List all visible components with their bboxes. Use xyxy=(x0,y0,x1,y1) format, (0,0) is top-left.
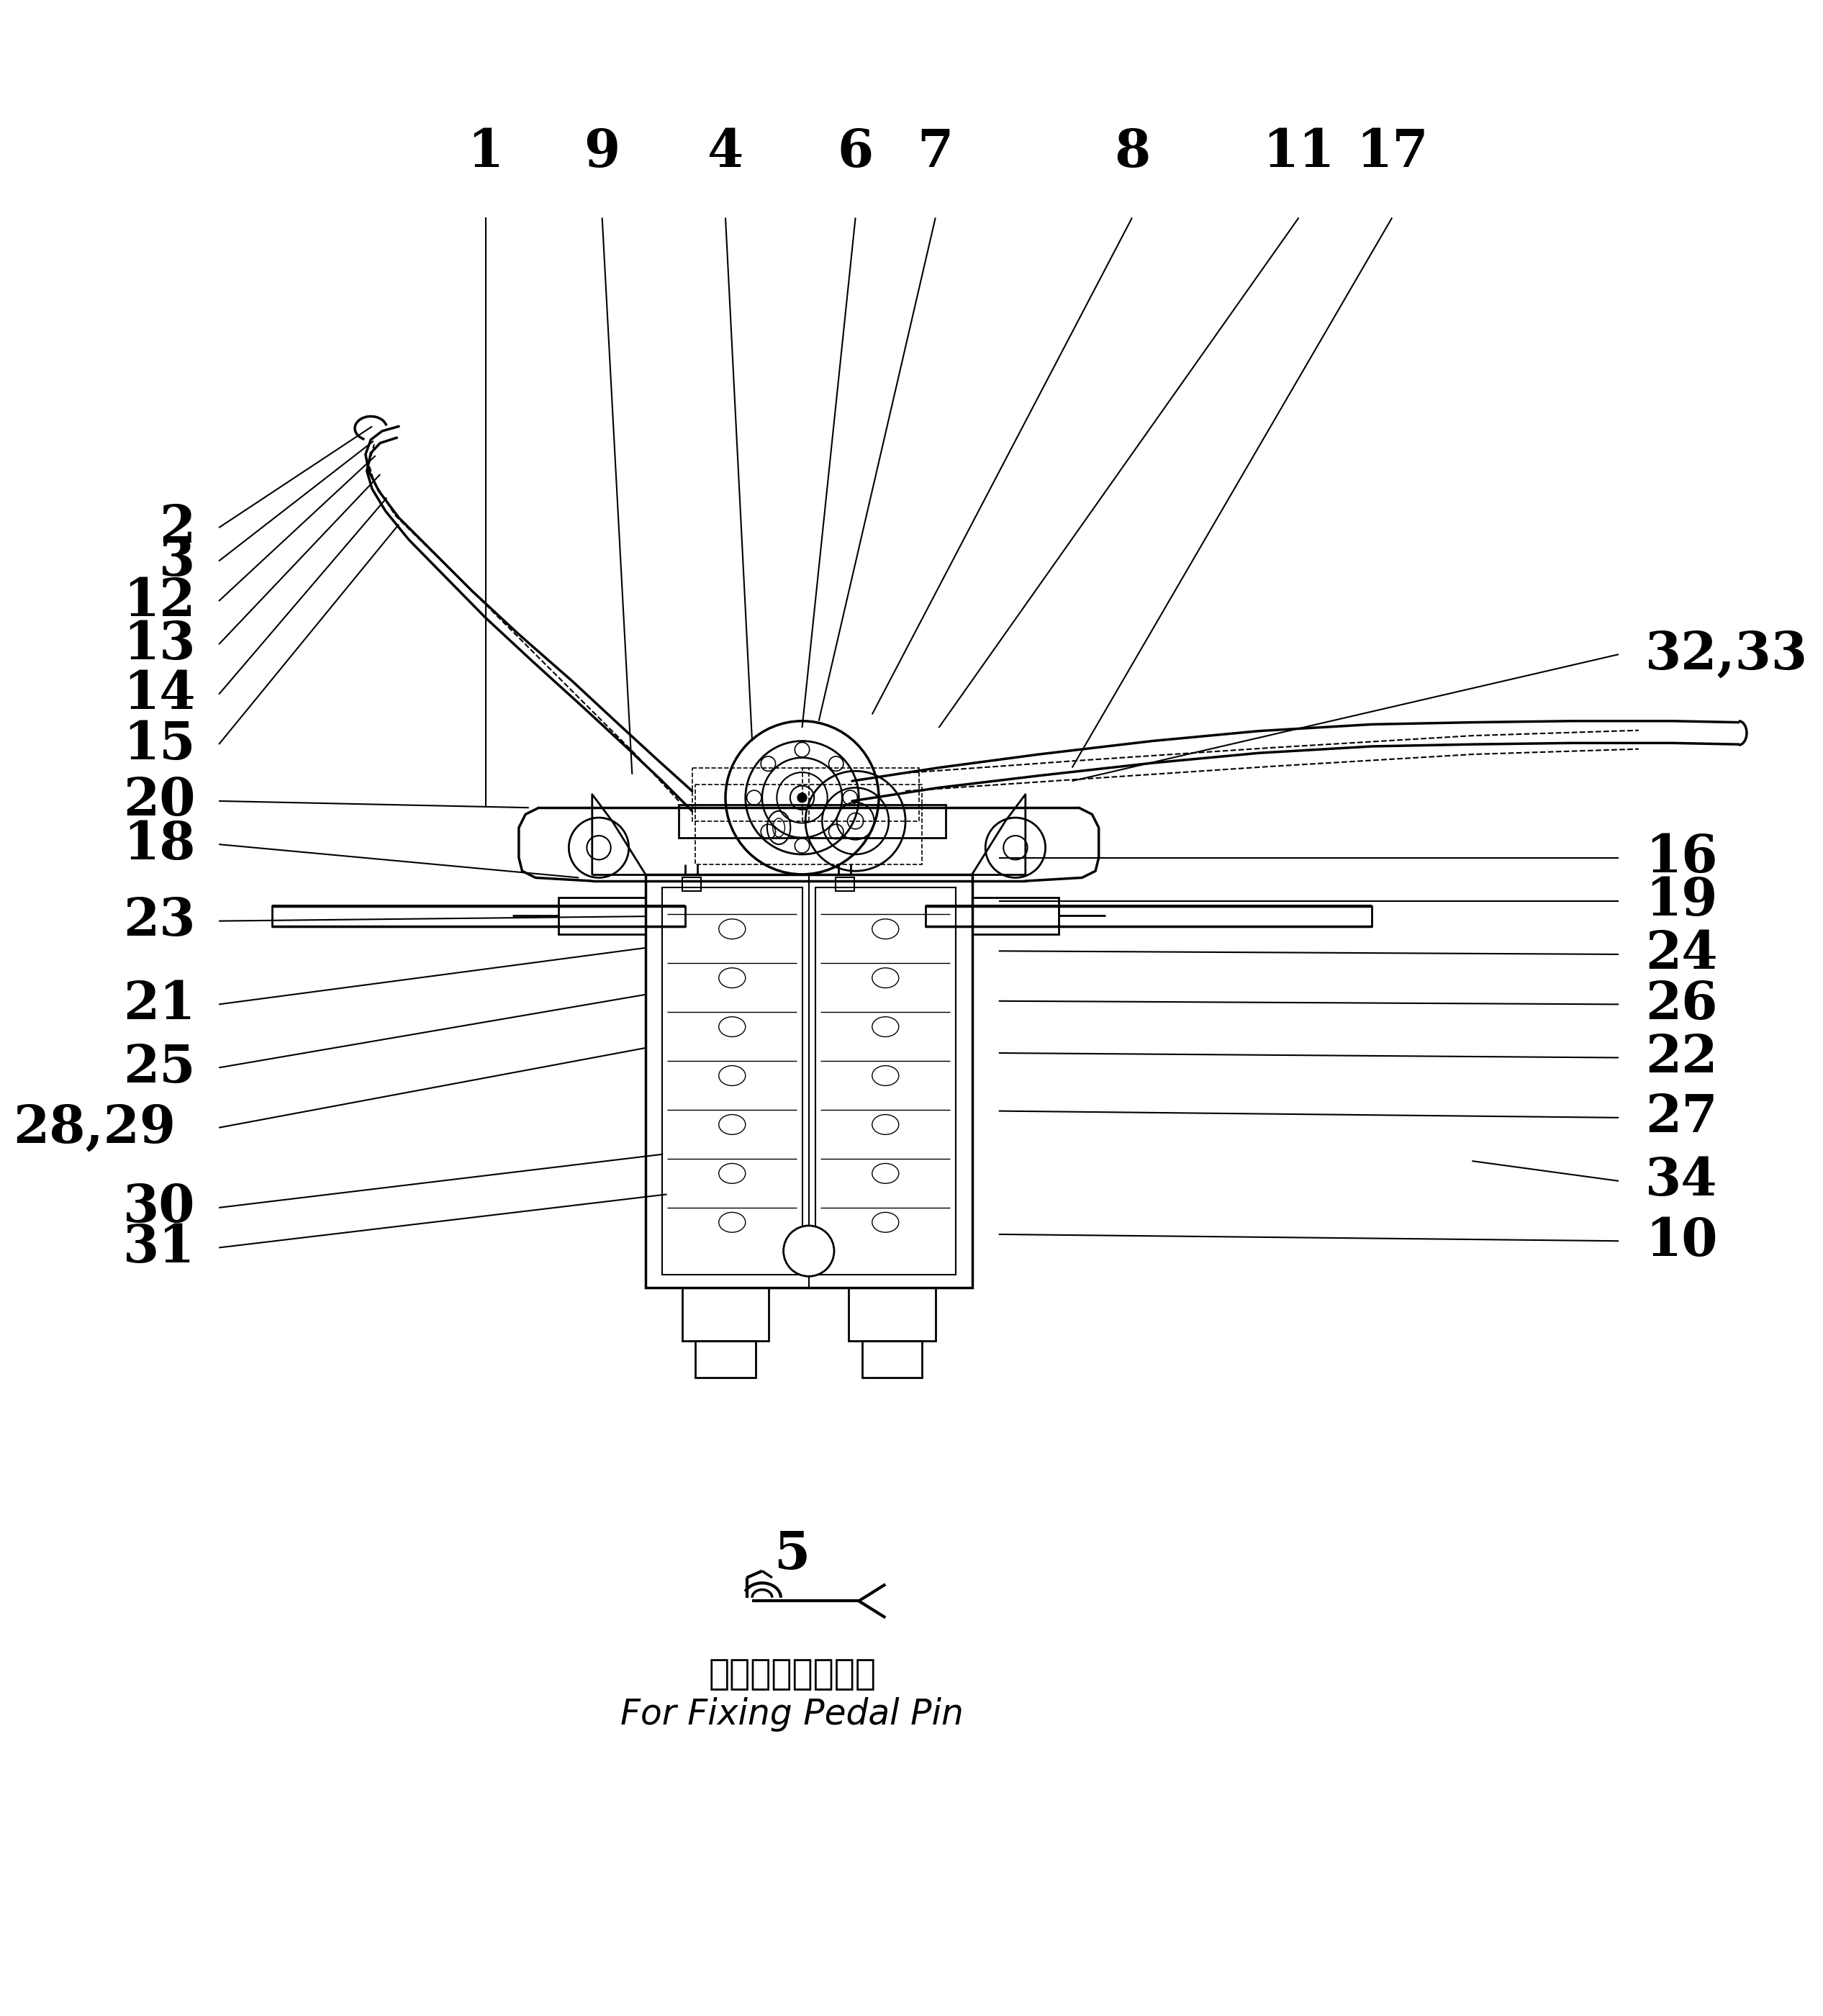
Bar xyxy=(693,768,809,821)
Text: 21: 21 xyxy=(124,980,195,1030)
Bar xyxy=(560,897,645,933)
Text: 8: 8 xyxy=(1114,127,1150,177)
Bar xyxy=(682,877,700,891)
Bar xyxy=(815,887,955,1274)
Text: 7: 7 xyxy=(917,127,953,177)
Text: 24: 24 xyxy=(1646,929,1717,980)
Text: 10: 10 xyxy=(1646,1216,1717,1266)
Text: 2: 2 xyxy=(159,502,195,552)
Text: 19: 19 xyxy=(1646,875,1717,927)
Bar xyxy=(272,907,685,925)
Bar xyxy=(695,784,922,865)
Circle shape xyxy=(784,1226,835,1276)
Bar xyxy=(678,804,946,839)
Bar xyxy=(862,1341,922,1377)
Text: 26: 26 xyxy=(1646,980,1717,1030)
Text: 1: 1 xyxy=(467,127,503,177)
Text: 5: 5 xyxy=(775,1528,809,1581)
Text: 4: 4 xyxy=(707,127,744,177)
Text: 6: 6 xyxy=(837,127,873,177)
Text: 12: 12 xyxy=(124,575,195,627)
Bar xyxy=(802,768,919,821)
Text: 3: 3 xyxy=(159,536,195,587)
Bar xyxy=(645,875,972,1288)
Text: 13: 13 xyxy=(124,619,195,669)
Text: 14: 14 xyxy=(124,669,195,720)
Text: 20: 20 xyxy=(124,776,195,827)
Text: 23: 23 xyxy=(124,895,195,948)
Bar xyxy=(682,1288,769,1341)
Text: 17: 17 xyxy=(1356,127,1427,177)
Bar xyxy=(926,907,1373,925)
Text: 18: 18 xyxy=(124,818,195,869)
Text: 15: 15 xyxy=(124,720,195,770)
Text: 34: 34 xyxy=(1646,1155,1717,1206)
Text: 9: 9 xyxy=(583,127,620,177)
Text: 16: 16 xyxy=(1646,833,1717,883)
Bar xyxy=(850,1288,935,1341)
Bar xyxy=(662,887,802,1274)
Bar xyxy=(972,897,1059,933)
Text: 22: 22 xyxy=(1646,1032,1717,1083)
Text: 30: 30 xyxy=(124,1181,195,1234)
Circle shape xyxy=(797,792,808,802)
Text: 11: 11 xyxy=(1263,127,1334,177)
Bar xyxy=(835,877,855,891)
Text: ペダルピン固定用: ペダルピン固定用 xyxy=(709,1657,877,1691)
Text: 27: 27 xyxy=(1646,1093,1717,1143)
Text: 25: 25 xyxy=(124,1042,195,1093)
Text: 28,29: 28,29 xyxy=(13,1103,175,1153)
Text: For Fixing Pedal Pin: For Fixing Pedal Pin xyxy=(620,1697,964,1732)
Bar xyxy=(695,1341,755,1377)
Text: 32,33: 32,33 xyxy=(1646,629,1808,679)
Text: 31: 31 xyxy=(124,1222,195,1274)
